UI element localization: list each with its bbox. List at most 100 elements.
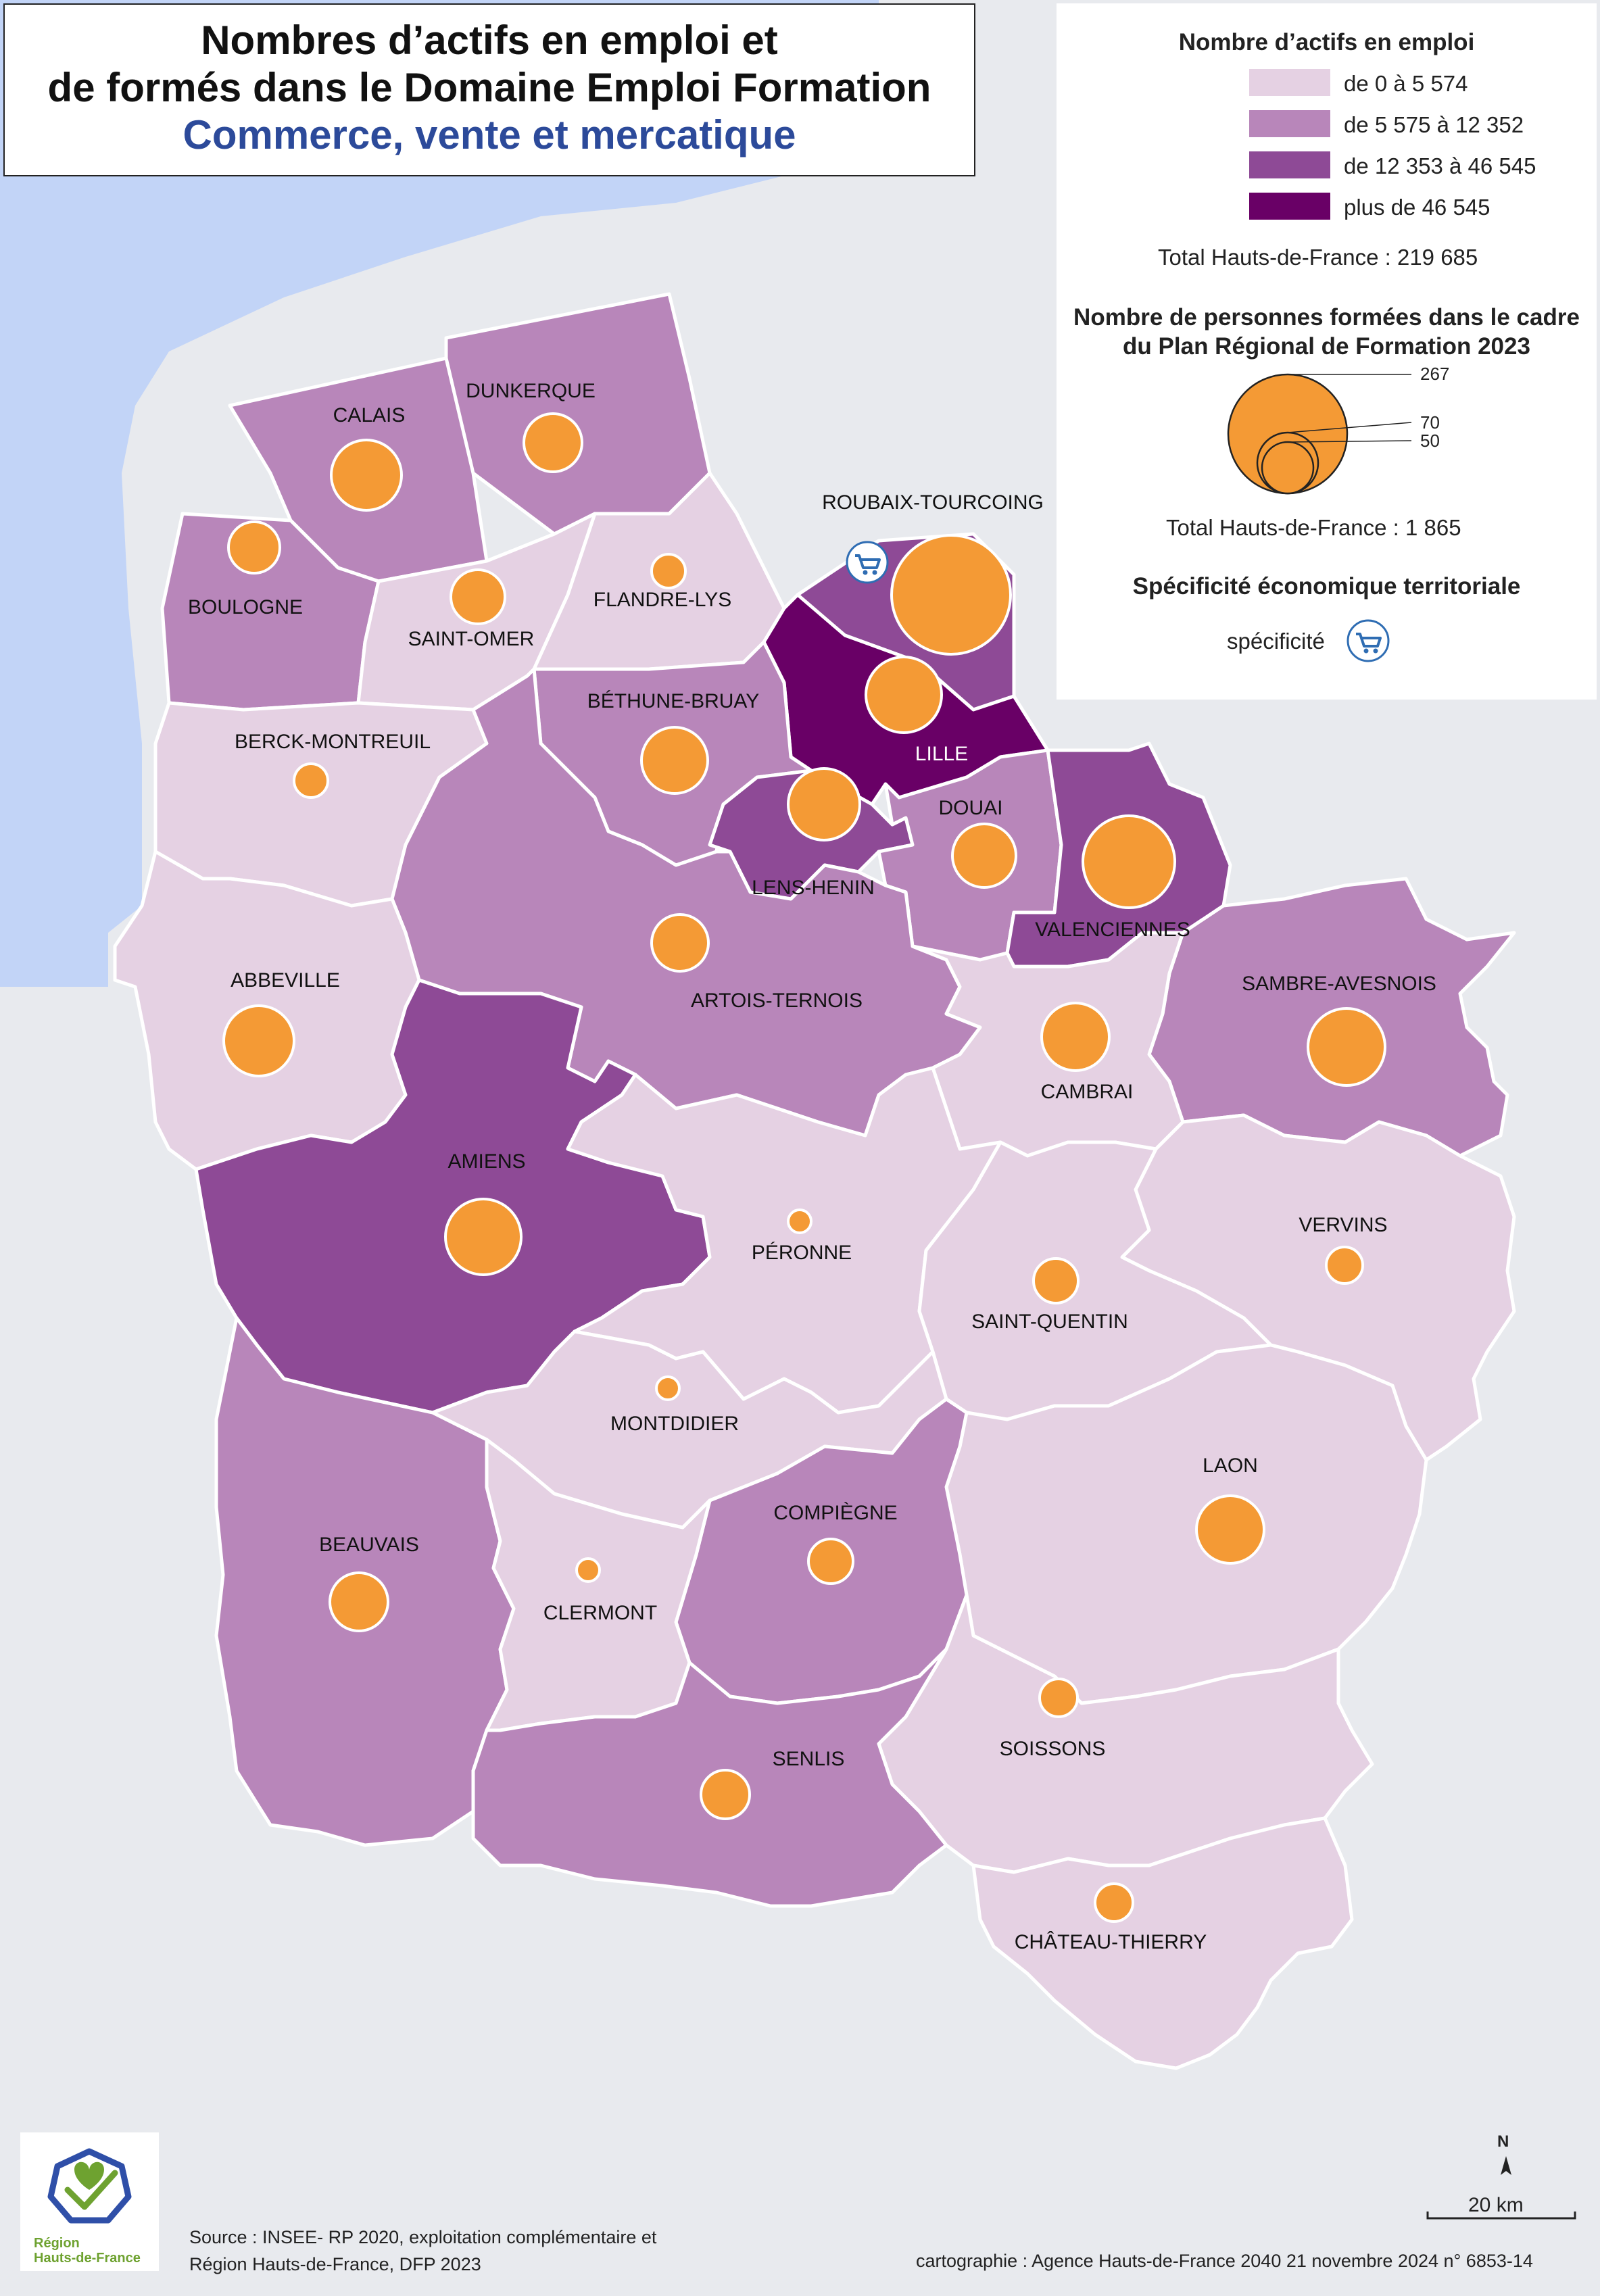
zone-label-saint-omer: SAINT-OMER [408,628,535,650]
zone-label-lille: LILLE [915,743,968,765]
zone-label-flandre-lys: FLANDRE-LYS [593,589,732,611]
legend-circles-title-line-2: du Plan Régional de Formation 2023 [1123,333,1530,360]
title-line-2: de formés dans le Domaine Emploi Formati… [47,65,931,110]
zone-label-douai: DOUAI [938,797,1002,819]
zone-chateau-thierry[interactable] [971,1816,1354,2070]
north-label: N [1497,2132,1509,2151]
zone-label-boulogne: BOULOGNE [188,596,303,618]
circle-saint-quentin[interactable] [1032,1257,1080,1304]
legend-circle-value-50: 50 [1420,431,1440,451]
legend-specificity-title: Spécificité économique territoriale [1132,573,1521,600]
circle-beauvais[interactable] [329,1571,389,1632]
zone-label-abbeville: ABBEVILLE [231,969,340,992]
zone-label-saint-quentin: SAINT-QUENTIN [971,1311,1128,1333]
circle-valenciennes[interactable] [1082,814,1176,909]
zone-label-peronne: PÉRONNE [752,1242,852,1264]
zone-label-bethune-bruay: BÉTHUNE-BRUAY [587,690,759,712]
zone-label-cambrai: CAMBRAI [1041,1081,1134,1103]
circle-calais[interactable] [330,439,403,512]
scale-bar [1426,2212,1576,2220]
circle-peronne[interactable] [787,1208,813,1234]
circle-senlis[interactable] [700,1769,751,1820]
circle-lens-henin[interactable] [787,767,861,841]
legend-cart-icon [1347,619,1390,662]
circle-boulogne[interactable] [227,520,281,575]
sea [0,0,1056,987]
legend-circle-value-267: 267 [1420,364,1450,384]
zone-label-dunkerque: DUNKERQUE [466,380,596,402]
zone-label-amiens: AMIENS [447,1150,525,1173]
legend-class-1-label: de 0 à 5 574 [1344,71,1468,96]
circle-chateau-thierry[interactable] [1094,1882,1134,1923]
cart-icon[interactable] [846,541,889,584]
legend-specificity-label: spécificité [1227,629,1325,654]
logo-text-line-1: Région [34,2236,80,2251]
circle-sambre-avesnois[interactable] [1307,1007,1386,1087]
circle-dunkerque[interactable] [523,412,583,473]
title-box: Nombres d’actifs en emploi et de formés … [3,3,975,176]
circle-clermont[interactable] [575,1557,601,1583]
zone-label-calais: CALAIS [333,404,406,426]
zone-label-chateau-thierry: CHÂTEAU-THIERRY [1015,1931,1207,1953]
legend-choropleth-title: Nombre d’actifs en emploi [1178,29,1475,55]
legend-choropleth-total: Total Hauts-de-France : 219 685 [1158,245,1478,270]
circle-soissons[interactable] [1038,1678,1079,1718]
zone-label-valenciennes: VALENCIENNES [1035,919,1190,941]
circle-vervins[interactable] [1325,1246,1364,1285]
zone-label-clermont: CLERMONT [543,1602,657,1624]
zone-label-laon: LAON [1203,1455,1258,1477]
legend-circle-50 [1261,441,1315,495]
legend-class-3-label: de 12 353 à 46 545 [1344,153,1536,178]
credit-note: cartographie : Agence Hauts-de-France 20… [916,2251,1533,2271]
legend-class-2-label: de 5 575 à 12 352 [1344,112,1524,137]
circle-cambrai[interactable] [1040,1002,1111,1072]
scale-label: 20 km [1468,2194,1524,2216]
legend-circles-title-line-1: Nombre de personnes formées dans le cadr… [1073,304,1580,331]
zone-label-roubaix-tourcoing: ROUBAIX-TOURCOING [822,491,1044,514]
zone-label-artois-ternois: ARTOIS-TERNOIS [691,990,863,1012]
legend-swatch-class-2 [1249,110,1330,137]
legend-swatch-class-4 [1249,193,1330,220]
zone-label-lens-henin: LENS-HENIN [752,877,875,899]
circle-saint-omer[interactable] [450,568,506,625]
circle-flandre-lys[interactable] [650,553,687,589]
zone-label-vervins: VERVINS [1299,1214,1387,1236]
circle-artois-ternois[interactable] [650,913,710,973]
zones-layer [113,292,1516,2070]
legend-circles-graphic [1227,373,1412,662]
north-arrow-icon [1501,2156,1511,2175]
zone-label-compiegne: COMPIÈGNE [773,1502,897,1524]
labels-layer: DUNKERQUE CALAIS BOULOGNE SAINT-OMER FLA… [188,380,1436,1953]
circle-berck-montreuil[interactable] [293,762,329,799]
region-hexagon-heart-icon [47,2148,132,2224]
circles-layer [222,412,1386,1923]
logo-text-line-2: Hauts-de-France [34,2251,141,2266]
legend-swatch-class-1 [1249,69,1330,96]
region-logo: Région Hauts-de-France [20,2132,159,2271]
circle-amiens[interactable] [444,1198,523,1276]
circle-laon[interactable] [1195,1494,1265,1565]
circle-montdidier[interactable] [655,1375,681,1401]
circle-bethune-bruay[interactable] [640,726,709,795]
title-subtitle: Commerce, vente et mercatique [183,112,796,157]
zone-label-sambre-avesnois: SAMBRE-AVESNOIS [1242,973,1436,995]
legend-class-4-label: plus de 46 545 [1344,195,1490,220]
circle-douai[interactable] [951,823,1017,889]
zone-label-beauvais: BEAUVAIS [319,1534,419,1556]
circle-compiegne[interactable] [807,1538,854,1585]
legend-circles-total: Total Hauts-de-France : 1 865 [1166,515,1461,540]
legend-box: Nombre d’actifs en emploi de 0 à 5 574 d… [1057,3,1597,700]
zone-label-senlis: SENLIS [773,1748,845,1770]
circle-abbeville[interactable] [222,1004,295,1077]
zone-dunkerque[interactable] [444,292,712,536]
zone-label-montdidier: MONTDIDIER [610,1413,739,1435]
circle-lille[interactable] [865,656,943,734]
legend-circle-value-70: 70 [1420,412,1440,433]
source-line-1: Source : INSEE- RP 2020, exploitation co… [189,2227,657,2247]
source-line-2: Région Hauts-de-France, DFP 2023 [189,2254,481,2274]
zone-label-soissons: SOISSONS [1000,1738,1106,1760]
title-line-1: Nombres d’actifs en emploi et [201,18,778,63]
legend-swatch-class-3 [1249,151,1330,178]
circle-roubaix-tourcoing[interactable] [890,534,1012,656]
